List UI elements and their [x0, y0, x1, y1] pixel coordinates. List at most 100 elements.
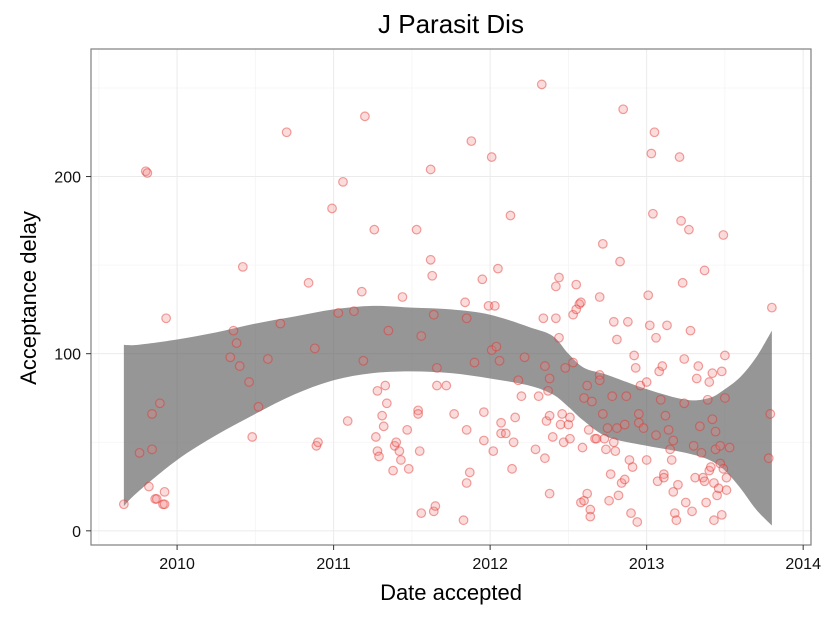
- data-point: [161, 313, 172, 324]
- data-point: [544, 373, 555, 384]
- plot-frame: [90, 48, 812, 546]
- data-point: [608, 316, 619, 327]
- data-point: [550, 281, 561, 292]
- data-point: [469, 357, 480, 368]
- data-point: [684, 224, 694, 235]
- data-point: [658, 472, 669, 483]
- data-point: [721, 472, 732, 483]
- data-point: [618, 104, 629, 115]
- data-point: [144, 481, 154, 492]
- data-point: [718, 463, 729, 474]
- data-point: [710, 444, 721, 455]
- data-point: [660, 410, 671, 421]
- data-point: [651, 430, 661, 441]
- data-point: [428, 506, 439, 517]
- data-point: [541, 416, 552, 426]
- data-point: [586, 396, 597, 407]
- data-point: [147, 409, 157, 419]
- data-point: [118, 499, 129, 510]
- data-point: [151, 494, 162, 504]
- data-point: [705, 462, 716, 472]
- data-point: [674, 152, 685, 162]
- data-point: [710, 426, 721, 437]
- data-point: [663, 424, 674, 435]
- data-point: [513, 375, 524, 386]
- data-point: [704, 377, 715, 387]
- data-point: [579, 393, 589, 403]
- data-point: [536, 79, 547, 90]
- data-point: [231, 338, 242, 348]
- y-tick-label: 0: [72, 524, 81, 541]
- y-tick-label: 100: [54, 347, 81, 364]
- data-point: [582, 380, 593, 391]
- data-point: [666, 455, 677, 465]
- data-point: [147, 444, 157, 455]
- data-point: [635, 380, 646, 391]
- data-point: [510, 412, 521, 423]
- data-point: [648, 208, 658, 219]
- data-point: [612, 334, 622, 345]
- data-point: [597, 238, 608, 249]
- data-point: [679, 398, 690, 409]
- data-point: [716, 509, 727, 520]
- data-point: [369, 224, 380, 235]
- data-point: [707, 368, 718, 379]
- data-point: [658, 469, 669, 480]
- data-point: [644, 320, 655, 331]
- data-point: [671, 515, 682, 526]
- data-point: [496, 428, 506, 439]
- data-point: [685, 325, 696, 336]
- data-point: [466, 136, 477, 147]
- data-point: [613, 490, 624, 501]
- data-point: [500, 428, 511, 439]
- data-point: [396, 455, 406, 465]
- data-point: [597, 409, 608, 419]
- data-point: [383, 325, 394, 336]
- data-point: [713, 483, 724, 494]
- data-point: [649, 127, 660, 138]
- data-point: [505, 210, 516, 221]
- data-point: [654, 366, 665, 377]
- data-point: [718, 230, 729, 240]
- data-point: [458, 515, 469, 526]
- x-tick-label: 2014: [785, 556, 821, 573]
- data-point: [577, 442, 588, 453]
- data-point: [159, 499, 170, 510]
- data-point: [693, 361, 704, 371]
- data-point: [550, 313, 561, 324]
- data-point: [134, 447, 145, 458]
- data-point: [701, 497, 712, 508]
- data-point: [715, 458, 726, 469]
- x-tick-label: 2010: [159, 556, 195, 573]
- data-point: [483, 300, 494, 311]
- data-point: [607, 391, 618, 402]
- data-point: [403, 463, 414, 474]
- data-point: [427, 270, 438, 281]
- data-point: [709, 515, 719, 526]
- data-point: [228, 325, 239, 336]
- data-point: [576, 497, 586, 508]
- data-point: [538, 313, 549, 324]
- data-point: [632, 517, 643, 527]
- data-point: [338, 176, 348, 187]
- data-point: [281, 127, 292, 138]
- data-point: [688, 440, 699, 451]
- data-point: [662, 320, 672, 331]
- data-point: [707, 414, 718, 425]
- data-point: [646, 148, 657, 159]
- data-point: [309, 343, 320, 354]
- y-axis: 0 100 200: [54, 170, 91, 541]
- data-point: [432, 380, 442, 391]
- data-point: [477, 274, 488, 285]
- data-point: [275, 318, 286, 329]
- data-point: [311, 440, 322, 451]
- data-point: [668, 486, 679, 497]
- data-point: [507, 463, 517, 474]
- data-point: [389, 440, 400, 451]
- data-point: [140, 166, 151, 177]
- data-point: [432, 362, 442, 373]
- data-point: [594, 375, 605, 386]
- data-point: [568, 309, 578, 320]
- data-point: [568, 357, 578, 368]
- data-point: [378, 421, 389, 432]
